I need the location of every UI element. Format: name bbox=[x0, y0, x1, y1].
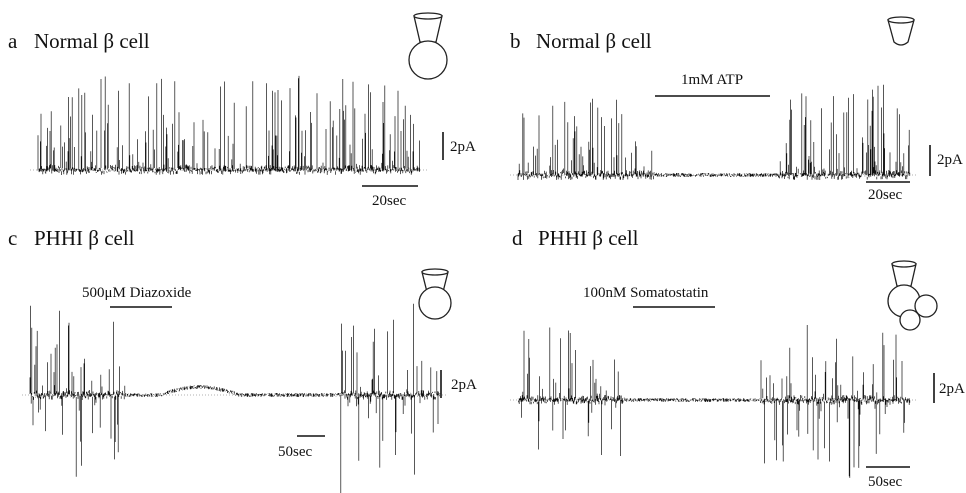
scale-label: 20sec bbox=[868, 187, 902, 203]
cell-icon bbox=[887, 260, 938, 331]
panel-letter: d bbox=[512, 226, 523, 250]
cell-icon bbox=[418, 268, 452, 320]
drug-label: 500μM Diazoxide bbox=[82, 285, 192, 301]
drug-label: 1mM ATP bbox=[681, 72, 743, 88]
current-trace bbox=[37, 75, 420, 175]
panel-title: Normal β cell bbox=[536, 29, 652, 53]
cell-icon bbox=[887, 16, 915, 46]
panel-title: PHHI β cell bbox=[34, 226, 135, 250]
drug-label: 100nM Somatostatin bbox=[583, 285, 709, 301]
panel-letter: a bbox=[8, 29, 18, 53]
scale-label: 2pA bbox=[451, 377, 477, 393]
scale-label: 50sec bbox=[278, 444, 312, 460]
panel-letter: c bbox=[8, 226, 17, 250]
cell-icon bbox=[408, 12, 448, 80]
scale-label: 2pA bbox=[939, 381, 965, 397]
panel-title: PHHI β cell bbox=[538, 226, 639, 250]
current-trace bbox=[517, 84, 911, 180]
current-trace bbox=[517, 325, 911, 478]
panel-title: Normal β cell bbox=[34, 29, 150, 53]
current-trace bbox=[29, 303, 441, 493]
scale-label: 20sec bbox=[372, 193, 406, 209]
scale-label: 50sec bbox=[868, 474, 902, 490]
panel-letter: b bbox=[510, 29, 521, 53]
scale-label: 2pA bbox=[937, 152, 963, 168]
scale-label: 2pA bbox=[450, 139, 476, 155]
